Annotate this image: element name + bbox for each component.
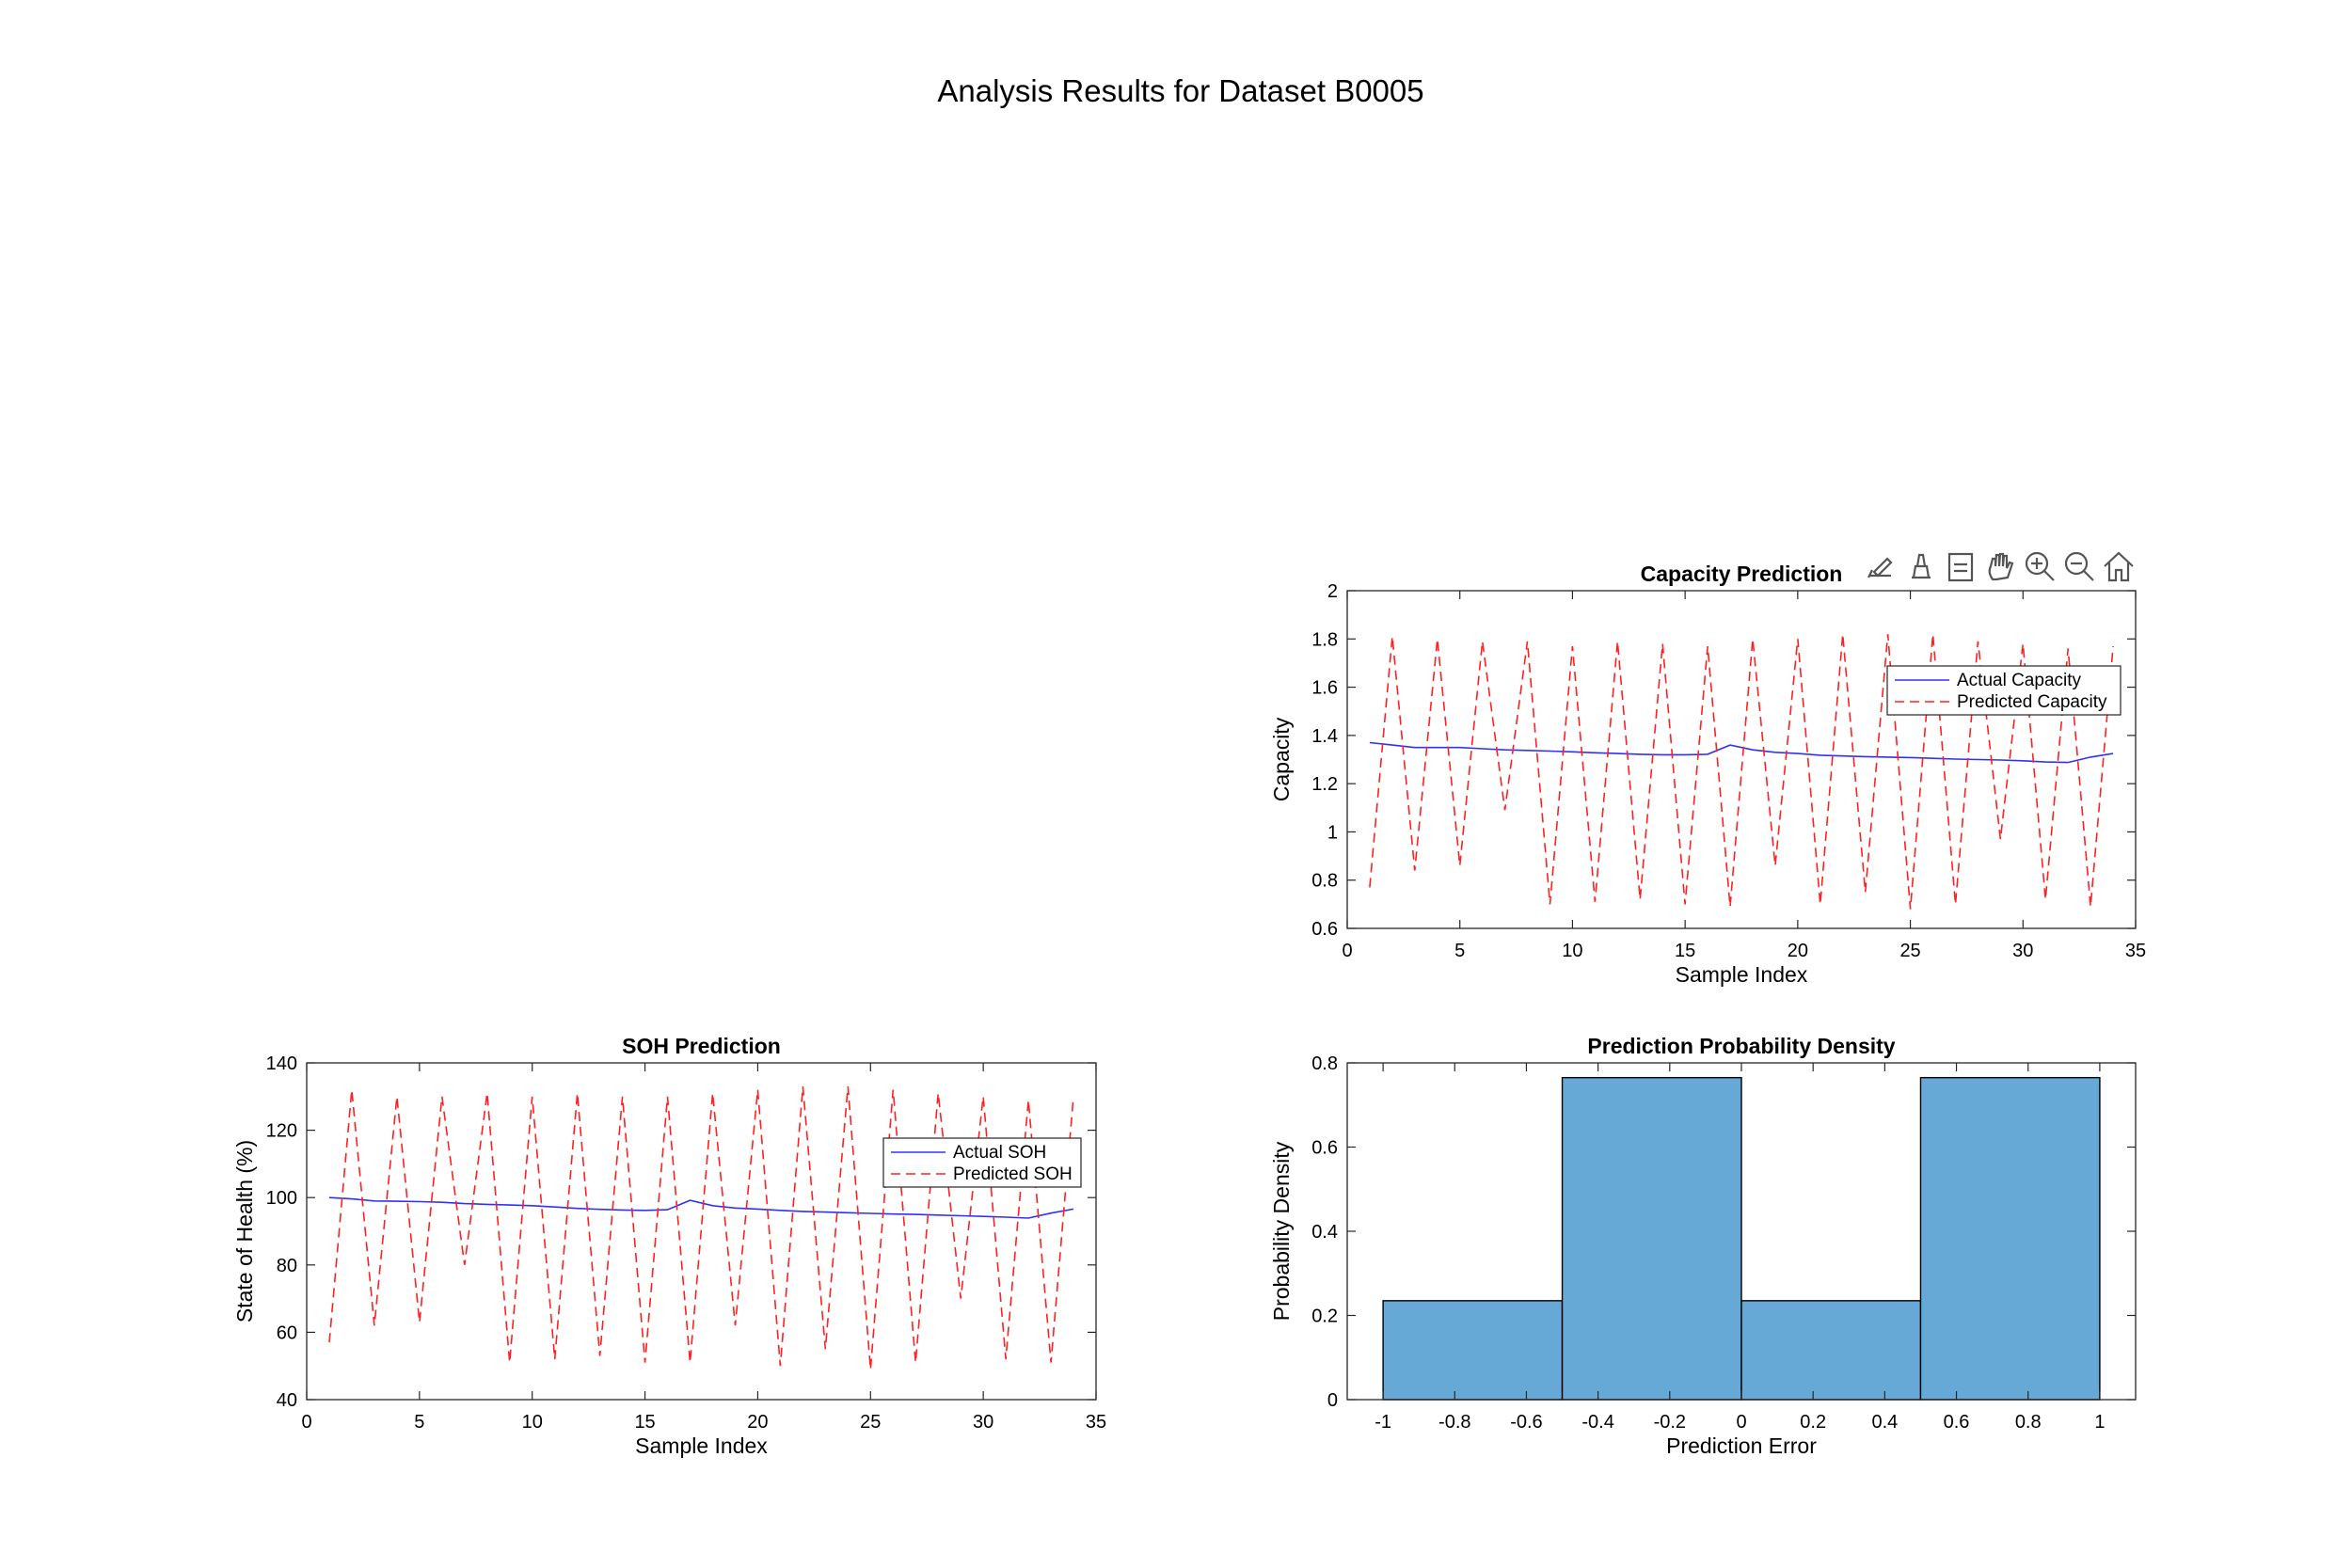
- x-axis-label: Sample Index: [635, 1433, 768, 1458]
- predicted-series-line: [328, 1086, 1074, 1370]
- y-tick-label: 60: [277, 1323, 297, 1343]
- legend-entry: Predicted Capacity: [1957, 692, 2107, 712]
- y-tick-label: 100: [266, 1188, 297, 1209]
- predicted-series-line: [1369, 634, 2114, 910]
- legend-entry: Actual Capacity: [1957, 671, 2082, 690]
- y-tick-label: 40: [277, 1390, 297, 1411]
- x-tick-label: 15: [634, 1412, 655, 1433]
- x-tick-label: 20: [1788, 941, 1808, 961]
- legend: Actual Capacity Predicted Capacity: [1886, 665, 2122, 716]
- legend-box: [882, 1137, 1082, 1188]
- axes-title: SOH Prediction: [622, 1034, 781, 1058]
- legend-entry: Predicted SOH: [953, 1164, 1073, 1184]
- soh-prediction-axes[interactable]: 0 5 10 15 20 25 30 35 40 60 80 100 120 140 SOH Predict…: [232, 1034, 1106, 1458]
- y-axis-label: State of Health (%): [232, 1140, 257, 1323]
- y-tick-label: 0: [1327, 1390, 1338, 1411]
- x-tick-label: 0.2: [1800, 1412, 1826, 1433]
- axes-toolbar: [1865, 549, 2136, 583]
- x-tick-label: 35: [1086, 1412, 1106, 1433]
- actual-series-line: [1369, 741, 2114, 764]
- x-tick-label: 35: [2125, 941, 2146, 961]
- x-tick-label: 0: [1736, 1412, 1746, 1433]
- axes-title: Prediction Probability Density: [1587, 1034, 1895, 1058]
- y-tick-label: 1.2: [1311, 774, 1338, 795]
- x-tick-label: 0.4: [1871, 1412, 1898, 1433]
- histogram-bar: [1382, 1300, 1564, 1401]
- x-tick-label: 25: [860, 1412, 881, 1433]
- y-tick-label: 140: [266, 1053, 297, 1074]
- y-axis-label: Probability Density: [1269, 1141, 1294, 1321]
- actual-series-line: [328, 1196, 1074, 1219]
- x-tick-label: -0.4: [1581, 1412, 1613, 1433]
- axes-frame: [1346, 590, 2137, 929]
- x-tick-label: -0.2: [1654, 1412, 1686, 1433]
- x-tick-label: 10: [522, 1412, 543, 1433]
- x-tick-label: 0: [1342, 941, 1352, 961]
- brush-icon[interactable]: [1865, 549, 1899, 583]
- x-tick-label: 0.8: [2015, 1412, 2042, 1433]
- y-tick-label: 80: [277, 1256, 297, 1276]
- legend-box: [1886, 665, 2122, 716]
- x-axis-label: Sample Index: [1676, 962, 1808, 987]
- histogram-bar: [1561, 1076, 1742, 1401]
- x-tick-label: 5: [414, 1412, 424, 1433]
- y-tick-label: 0.8: [1311, 1053, 1338, 1074]
- x-tick-label: 10: [1562, 941, 1582, 961]
- x-tick-label: 0: [301, 1412, 311, 1433]
- zoom-in-icon[interactable]: [2023, 549, 2057, 583]
- pan-icon[interactable]: [1983, 549, 2017, 583]
- x-tick-label: -1: [1375, 1412, 1391, 1433]
- legend-entry: Actual SOH: [953, 1143, 1046, 1163]
- x-tick-label: -0.6: [1510, 1412, 1542, 1433]
- probability-density-axes[interactable]: -1 -0.8 -0.6 -0.4 -0.2 0 0.2 0.4 0.6 0.8 1 0 0.2 0.4 0…: [1269, 1034, 2137, 1458]
- legend-toggle-icon[interactable]: [1944, 549, 1978, 583]
- x-tick-label: 30: [2012, 941, 2033, 961]
- y-axis-label: Capacity: [1269, 717, 1294, 801]
- y-tick-label: 0.8: [1311, 871, 1338, 892]
- x-axis-label: Prediction Error: [1666, 1433, 1817, 1458]
- y-tick-label: 1: [1327, 822, 1338, 843]
- axes-frame: [306, 1062, 1097, 1401]
- data-tips-icon[interactable]: [1904, 549, 1938, 583]
- histogram-bar: [1919, 1076, 2101, 1401]
- x-tick-label: 30: [973, 1412, 993, 1433]
- home-icon[interactable]: [2102, 549, 2136, 583]
- histogram-bar: [1740, 1300, 1922, 1401]
- zoom-out-icon[interactable]: [2062, 549, 2096, 583]
- y-tick-label: 0.4: [1311, 1222, 1338, 1243]
- plot-area: [1347, 591, 2136, 928]
- y-tick-label: 0.2: [1311, 1307, 1338, 1327]
- x-tick-label: -0.8: [1438, 1412, 1470, 1433]
- x-tick-label: 5: [1454, 941, 1465, 961]
- x-tick-label: 25: [1899, 941, 1920, 961]
- y-tick-label: 1.6: [1311, 678, 1338, 699]
- y-tick-label: 2: [1327, 581, 1338, 602]
- y-tick-label: 1.8: [1311, 629, 1338, 650]
- y-tick-label: 0.6: [1311, 1138, 1338, 1159]
- capacity-prediction-axes[interactable]: 0 5 10 15 20 25 30 35 0.6 0.8 1 1.2 1.4 1.6 1.8 2 Capaci…: [1269, 562, 2146, 987]
- figure-suptitle: Analysis Results for Dataset B0005: [937, 73, 1423, 108]
- axes-title: Capacity Prediction: [1641, 562, 1843, 586]
- x-tick-label: 15: [1675, 941, 1695, 961]
- y-tick-label: 1.4: [1311, 726, 1338, 747]
- y-tick-label: 120: [266, 1121, 297, 1142]
- x-tick-label: 1: [2094, 1412, 2105, 1433]
- x-tick-label: 20: [747, 1412, 768, 1433]
- y-tick-label: 0.6: [1311, 919, 1338, 940]
- x-tick-label: 0.6: [1944, 1412, 1970, 1433]
